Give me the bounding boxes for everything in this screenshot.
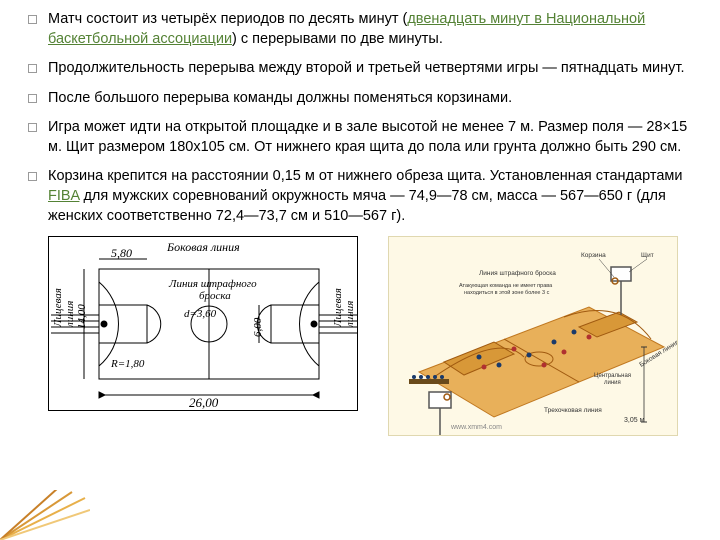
diag-h14: 14,00: [76, 304, 88, 329]
isometric-court: Корзина Щит Линия штрафного броска Атаку…: [388, 236, 678, 436]
diag-endline: Лицевая: [52, 288, 64, 328]
text: Матч состоит из четырёх периодов по деся…: [48, 11, 407, 27]
text: Игра может идти на открытой площадке и в…: [48, 119, 687, 155]
list-item: Матч состоит из четырёх периодов по деся…: [48, 10, 692, 49]
svg-text:находиться в этой зоне более 3: находиться в этой зоне более 3 с: [464, 289, 550, 296]
list-item: Игра может идти на открытой площадке и в…: [48, 118, 692, 157]
text: ) с перерывами по две минуты.: [232, 31, 443, 47]
svg-text:линия: линия: [344, 301, 356, 328]
diag-title: Боковая линия: [166, 240, 240, 254]
iso-svg: Корзина Щит Линия штрафного броска Атаку…: [389, 237, 678, 436]
iso-note: Атакующая команда не имеет права: [459, 283, 553, 289]
diag-len: 26,00: [189, 395, 219, 410]
iso-3pt: Трехочковая линия: [544, 407, 602, 414]
diag-endline2: Лицевая: [332, 288, 344, 328]
images-row: Боковая линия Линия штрафного броска d=3…: [48, 236, 692, 436]
diag-d: d=3,60: [184, 308, 217, 320]
iso-ft: Линия штрафного броска: [479, 269, 556, 277]
text: Корзина крепится на расстоянии 0,15 м от…: [48, 168, 682, 184]
iso-watermark: www.xmm4.com: [450, 424, 502, 431]
iso-center: Центральная: [594, 373, 631, 379]
svg-text:линия: линия: [64, 301, 76, 328]
slide: Матч состоит из четырёх периодов по деся…: [0, 0, 720, 540]
iso-korzina: Корзина: [581, 252, 606, 259]
text: Продолжительность перерыва между второй …: [48, 60, 684, 76]
court-diagram: Боковая линия Линия штрафного броска d=3…: [48, 236, 358, 411]
diag-freethrow: Линия штрафного: [168, 278, 257, 290]
court-svg: Боковая линия Линия штрафного броска d=3…: [49, 237, 359, 412]
text: После большого перерыва команды должны п…: [48, 90, 512, 106]
fiba-link[interactable]: FIBA: [48, 188, 79, 204]
svg-text:броска: броска: [199, 290, 231, 302]
iso-shchit: Щит: [641, 252, 654, 259]
diag-h6: 6,00: [252, 317, 264, 337]
diag-r: R=1,80: [110, 358, 145, 370]
list-item: Продолжительность перерыва между второй …: [48, 59, 692, 79]
text: для мужских соревнований окружность мяча…: [48, 188, 666, 224]
diag-580: 5,80: [111, 246, 132, 260]
iso-height: 3,05 м: [624, 417, 645, 424]
list-item: Корзина крепится на расстоянии 0,15 м от…: [48, 167, 692, 226]
svg-text:линия: линия: [604, 380, 621, 386]
bullet-list: Матч состоит из четырёх периодов по деся…: [48, 10, 692, 226]
corner-decoration-icon: [0, 490, 90, 540]
list-item: После большого перерыва команды должны п…: [48, 89, 692, 109]
